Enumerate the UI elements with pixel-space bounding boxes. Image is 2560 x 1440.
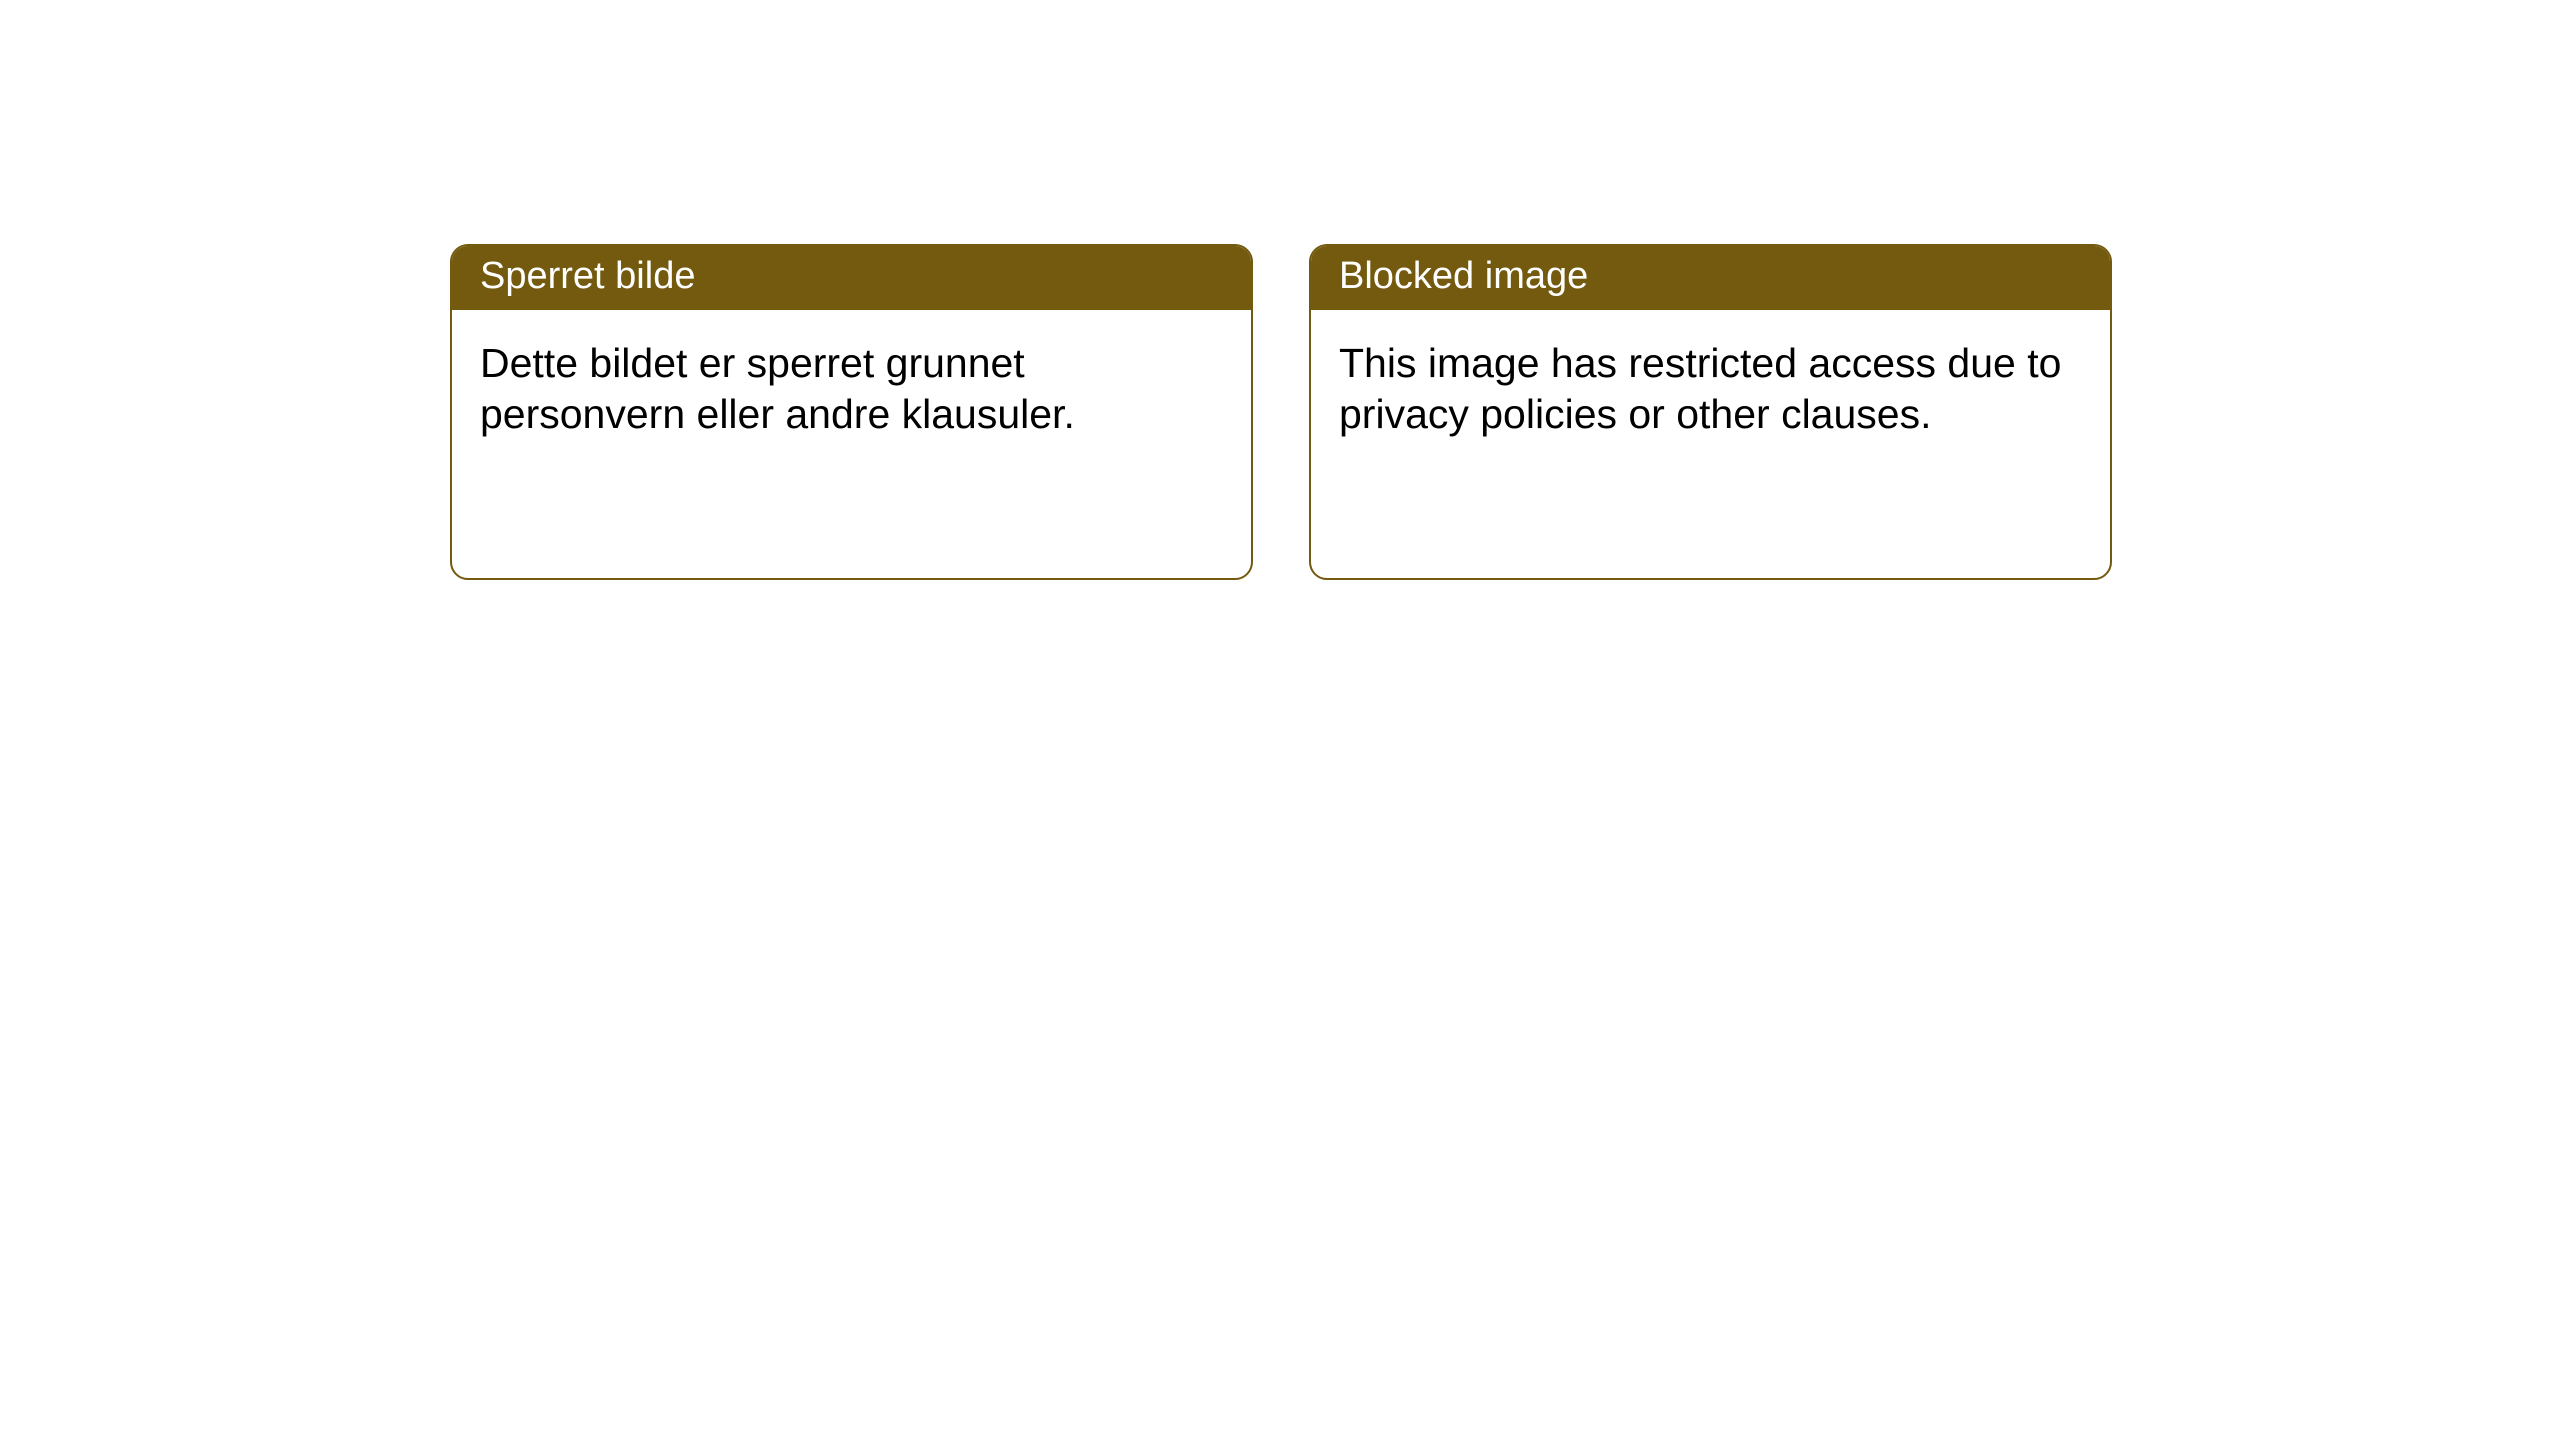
notice-title: Blocked image — [1311, 246, 2110, 310]
notice-title: Sperret bilde — [452, 246, 1251, 310]
notice-container: Sperret bilde Dette bildet er sperret gr… — [0, 0, 2560, 580]
notice-body: Dette bildet er sperret grunnet personve… — [452, 310, 1251, 469]
notice-box-norwegian: Sperret bilde Dette bildet er sperret gr… — [450, 244, 1253, 580]
notice-body: This image has restricted access due to … — [1311, 310, 2110, 469]
notice-box-english: Blocked image This image has restricted … — [1309, 244, 2112, 580]
